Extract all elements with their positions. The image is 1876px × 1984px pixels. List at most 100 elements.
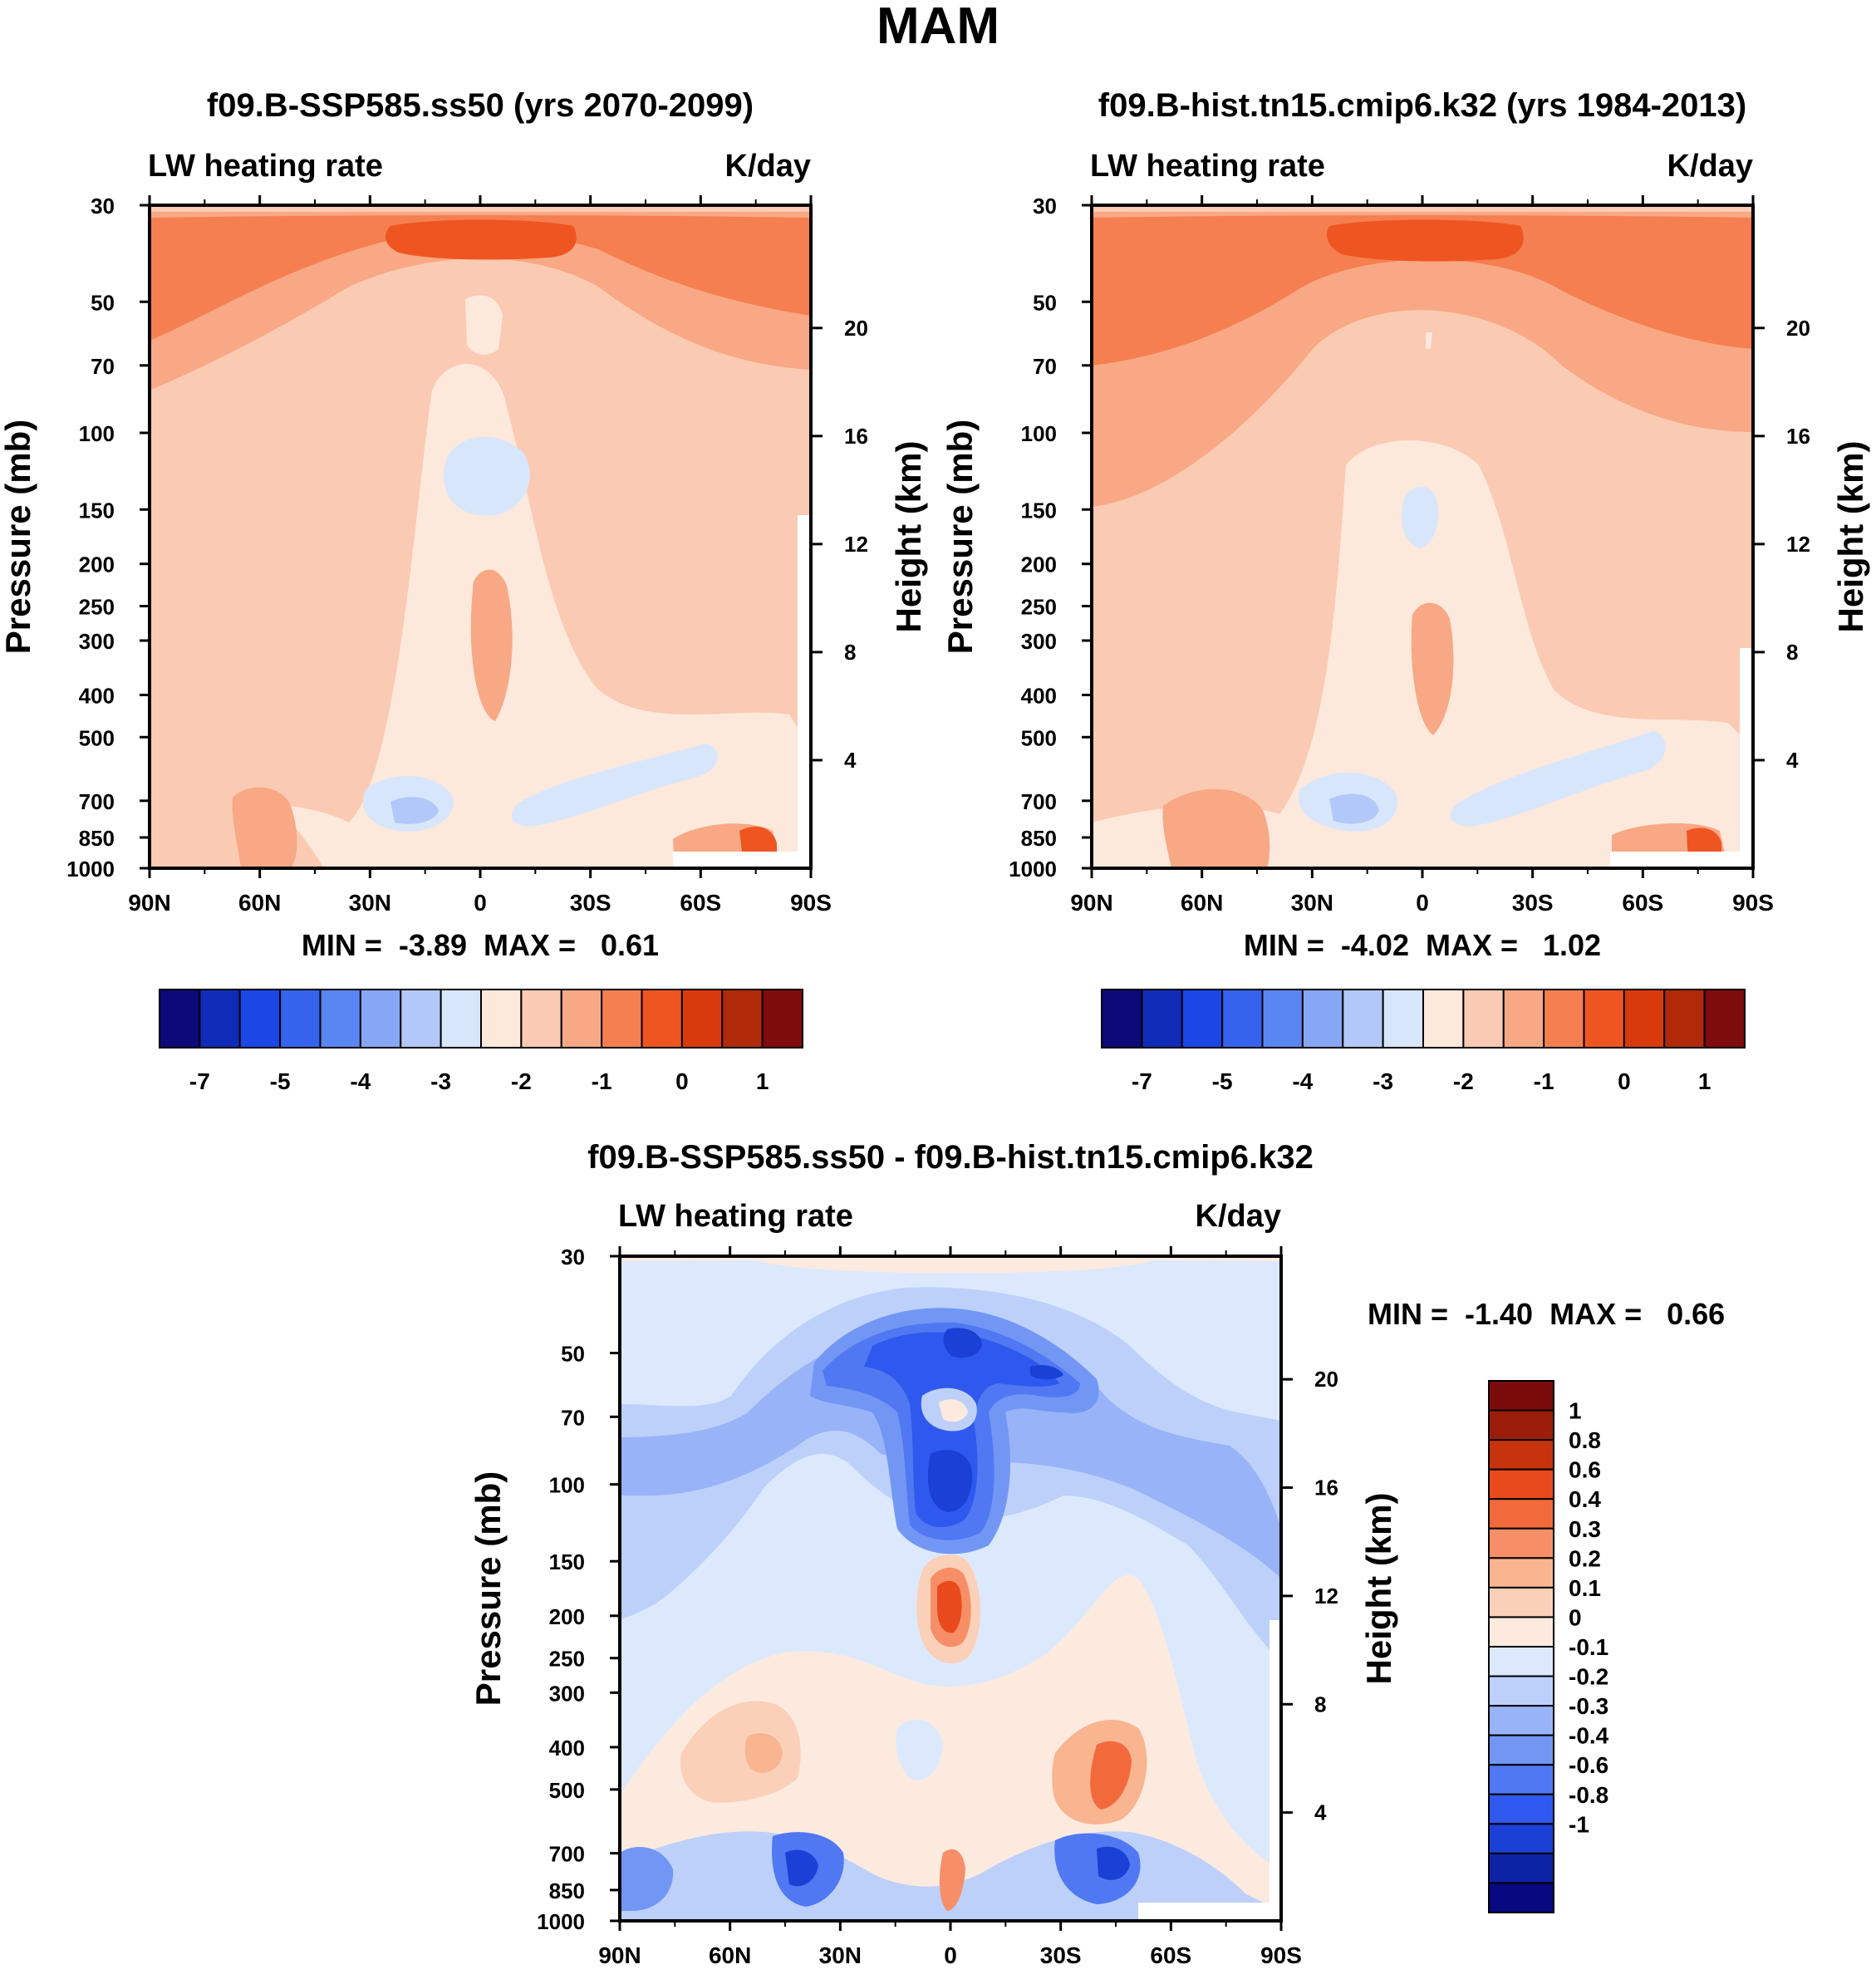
colorbar-swatch: [1488, 1586, 1554, 1618]
y-tick-label: 850: [1021, 826, 1057, 851]
contour-lower-warm-left-2: [744, 1733, 783, 1773]
stats-label: MIN = -1.40 MAX = 0.66: [1368, 1297, 1725, 1331]
colorbar-swatch: [520, 989, 562, 1048]
contour-light-hole-inner: [939, 1399, 968, 1422]
x-tick-label: 90N: [598, 1942, 641, 1968]
x-tick-label: 60N: [238, 890, 281, 916]
contour-surface-blue-right-core: [1097, 1846, 1130, 1880]
y-tick-label: 850: [79, 826, 115, 851]
colorbar: [159, 989, 803, 1048]
contour-band-top: [150, 212, 811, 218]
colorbar-labels: -7 -5 -4 -3 -2 -1 0 1: [1132, 1068, 1711, 1094]
x-tick-label: 30N: [1291, 890, 1333, 916]
contour-midtrop-red: [1411, 602, 1454, 735]
colorbar-swatch: [761, 989, 803, 1048]
contour-lower-left-warm: [232, 787, 297, 868]
colorbar-label: -7: [1132, 1068, 1152, 1094]
colorbar-label: -3: [1373, 1068, 1393, 1094]
y-tick-label: 500: [79, 725, 115, 750]
x-tick-label: 60S: [1622, 890, 1663, 916]
y-tick-label: 250: [1021, 595, 1057, 620]
colorbar-label: -2: [1453, 1068, 1474, 1094]
colorbar-swatch: [1141, 989, 1183, 1048]
contour-core: [1326, 219, 1524, 262]
x-axis: 90N 60N 30N 0 30S 60S 90S: [1070, 195, 1774, 916]
variable-label: LW heating rate: [1090, 149, 1325, 184]
y-tick-label: 100: [79, 421, 115, 446]
colorbar-swatch: [1422, 989, 1465, 1048]
y-axis-label: Pressure (mb): [940, 420, 980, 654]
colorbar-swatch: [1488, 1675, 1554, 1707]
colorbar-swatch: [1488, 1380, 1554, 1412]
height-tick-label: 8: [844, 640, 856, 665]
contour-lower-warm-left: [680, 1701, 801, 1803]
x-tick-label: 60N: [709, 1942, 751, 1968]
contour-missing: [1610, 852, 1753, 868]
height-tick-label: 20: [1786, 316, 1810, 341]
colorbar-label: 0.2: [1569, 1545, 1601, 1571]
contour-lower-blue-right: [1450, 731, 1666, 827]
x-axis: 90N 60N 30N 0 30S 60S 90S: [598, 1246, 1302, 1968]
x-tick-label: 90N: [1070, 890, 1112, 916]
height-tick-label: 16: [1786, 424, 1810, 449]
colorbar-label: -4: [1292, 1068, 1313, 1094]
contour-blue-core-lower: [927, 1450, 973, 1512]
x-tick-label: 60N: [1181, 890, 1223, 916]
units-label: K/day: [1196, 1199, 1281, 1234]
panel-difference: f09.B-SSP585.ss50 - f09.B-hist.tn15.cmip…: [469, 1139, 1725, 1968]
colorbar-swatch: [1488, 1439, 1554, 1471]
colorbar-swatch: [1488, 1498, 1554, 1530]
colorbar-label: 0: [675, 1068, 689, 1094]
x-tick-label: 60S: [1150, 1942, 1191, 1968]
y-tick-label: 700: [549, 1842, 585, 1867]
contour-missing-edge: [1740, 648, 1753, 868]
y-tick-label: 150: [79, 498, 115, 523]
y-tick-label: 50: [91, 290, 115, 315]
y-tick-label: 500: [549, 1778, 585, 1803]
height-tick-label: 12: [844, 532, 868, 557]
colorbar-swatch: [1181, 989, 1224, 1048]
colorbar-swatch: [721, 989, 764, 1048]
contour-missing: [673, 852, 811, 868]
colorbar-label: -0.2: [1569, 1664, 1608, 1690]
y-tick-label: 70: [91, 354, 115, 379]
contour-blue-core-upper: [943, 1328, 982, 1358]
x-tick-label: 90S: [1260, 1942, 1302, 1968]
colorbar-swatch: [1382, 989, 1424, 1048]
colorbar-swatch: [359, 989, 402, 1048]
colorbar-swatch: [199, 989, 241, 1048]
height-tick-label: 4: [1314, 1800, 1327, 1825]
colorbar-swatch: [601, 989, 643, 1048]
colorbar-label: 1: [1569, 1398, 1582, 1424]
colorbar-label: -2: [511, 1068, 532, 1094]
y-axis-pressure: 30 50 70 100 150 200 250 300 400 500 700 850 1000: [66, 194, 150, 882]
colorbar-swatch: [1488, 1646, 1554, 1677]
x-tick-label: 0: [474, 890, 487, 916]
contour-surface-blue-left-core: [785, 1849, 818, 1887]
colorbar-label: -3: [430, 1068, 451, 1094]
y-tick-label: 300: [79, 629, 115, 654]
y-tick-label: 30: [91, 194, 115, 219]
y-tick-label: 850: [549, 1878, 585, 1903]
colorbar: [1101, 989, 1746, 1048]
colorbar-label: -1: [592, 1068, 612, 1094]
y-tick-label: 30: [561, 1245, 585, 1269]
x-tick-label: 30S: [570, 890, 611, 916]
x-tick-label: 30S: [1512, 890, 1554, 916]
contour-missing: [1138, 1903, 1281, 1921]
contour-lower-blue-left-inner: [390, 797, 439, 824]
x-tick-label: 0: [944, 1942, 957, 1968]
colorbar-labels: -7 -5 -4 -3 -2 -1 0 1: [189, 1068, 769, 1094]
contour-core: [386, 219, 577, 260]
colorbar-swatch: [1101, 989, 1143, 1048]
y-tick-label: 250: [549, 1647, 585, 1672]
contour-surface-blue-edge: [620, 1846, 674, 1911]
x-tick-label: 30N: [819, 1942, 862, 1968]
colorbar-label: -0.4: [1569, 1723, 1609, 1749]
contour-mid-warm-3: [937, 1580, 962, 1633]
colorbar-swatch: [560, 989, 603, 1048]
variable-label: LW heating rate: [618, 1199, 853, 1234]
colorbar-label: -5: [270, 1068, 291, 1094]
panel-title: f09.B-SSP585.ss50 - f09.B-hist.tn15.cmip…: [587, 1139, 1314, 1176]
y-tick-label: 400: [549, 1736, 585, 1761]
